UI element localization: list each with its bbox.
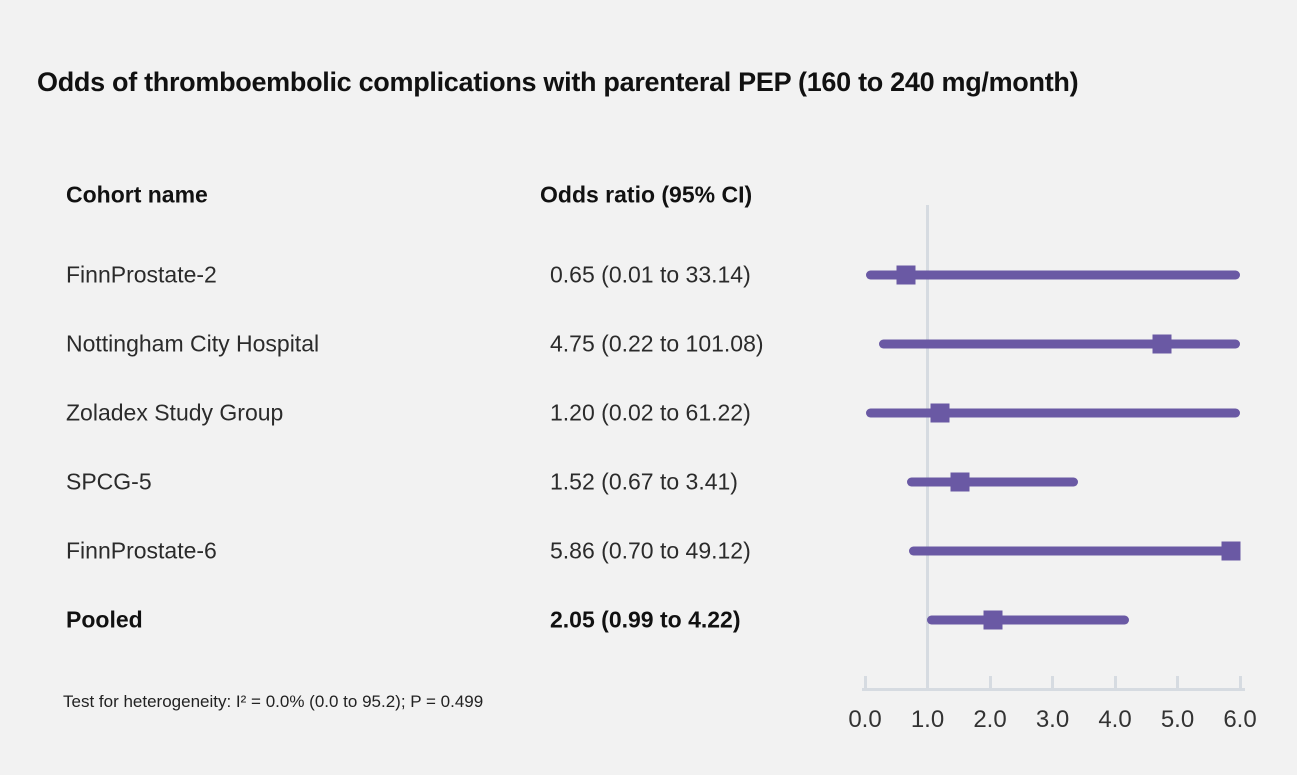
point-estimate-marker	[983, 610, 1003, 630]
cohort-column-header: Cohort name	[66, 181, 208, 208]
x-axis-tick	[863, 676, 867, 688]
x-axis-tick-label: 2.0	[973, 706, 1007, 733]
point-estimate-marker	[930, 403, 950, 423]
confidence-interval-line	[906, 477, 1079, 487]
odds-ratio-value: 2.05 (0.99 to 4.22)	[550, 606, 741, 633]
x-axis-tick-label: 0.0	[848, 706, 882, 733]
x-axis-tick-label: 3.0	[1035, 706, 1070, 733]
x-axis-tick-label: 6.0	[1223, 706, 1257, 733]
confidence-interval-line	[878, 339, 1240, 349]
x-axis-tick	[988, 676, 992, 688]
point-estimate-marker	[1152, 334, 1172, 354]
cohort-name: Pooled	[66, 606, 143, 633]
x-axis-tick	[1051, 676, 1054, 688]
odds-ratio-value: 4.75 (0.22 to 101.08)	[550, 330, 764, 357]
x-axis-tick-label: 4.0	[1098, 706, 1132, 733]
odds-ratio-value: 1.20 (0.02 to 61.22)	[550, 399, 751, 426]
cohort-name: SPCG-5	[66, 468, 152, 495]
figure-title: Odds of thromboembolic complications wit…	[37, 67, 1079, 97]
odds-ratio-column-header: Odds ratio (95% CI)	[540, 181, 753, 208]
x-axis-tick	[1176, 676, 1179, 688]
x-axis-tick	[926, 676, 929, 688]
confidence-interval-line	[908, 546, 1240, 556]
confidence-interval-line	[926, 615, 1129, 625]
odds-ratio-value: 1.52 (0.67 to 3.41)	[550, 468, 738, 495]
confidence-interval-line	[866, 408, 1240, 418]
reference-line	[926, 205, 929, 690]
point-estimate-marker	[1221, 541, 1241, 561]
cohort-name: FinnProstate-6	[66, 537, 217, 564]
heterogeneity-note: Test for heterogeneity: I² = 0.0% (0.0 t…	[63, 692, 484, 711]
odds-ratio-value: 0.65 (0.01 to 33.14)	[550, 261, 751, 288]
confidence-interval-line	[865, 270, 1240, 280]
point-estimate-marker	[896, 265, 916, 285]
x-axis-tick-label: 5.0	[1160, 706, 1195, 733]
cohort-name: FinnProstate-2	[66, 261, 217, 288]
cohort-name: Zoladex Study Group	[66, 399, 284, 426]
cohort-name: Nottingham City Hospital	[66, 330, 320, 357]
odds-ratio-value: 5.86 (0.70 to 49.12)	[550, 537, 751, 564]
x-axis-tick-label: 1.0	[910, 706, 945, 733]
x-axis-tick	[1113, 676, 1117, 688]
x-axis-line	[862, 688, 1245, 691]
x-axis-tick	[1238, 676, 1242, 688]
point-estimate-marker	[950, 472, 970, 492]
